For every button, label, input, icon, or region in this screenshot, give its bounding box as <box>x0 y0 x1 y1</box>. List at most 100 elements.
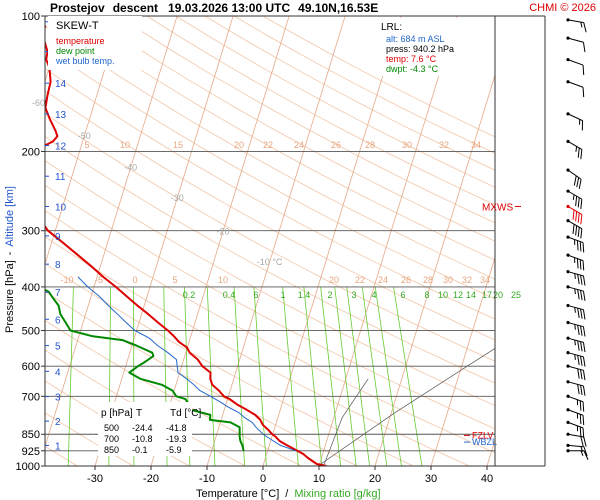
dry-adiabat <box>45 136 495 384</box>
wind-barb <box>566 449 589 460</box>
dry-adiabat <box>117 16 495 224</box>
wind-barb-flag <box>572 209 575 220</box>
dry-adiabat <box>45 349 247 466</box>
wind-barb <box>566 351 586 367</box>
legend-wetbulb: wet bulb temp. <box>55 56 115 66</box>
wind-barb-flag <box>582 415 585 426</box>
altitude-tick-label: 13 <box>55 110 67 121</box>
wind-barb-flag <box>577 340 580 351</box>
pressure-tick-label: 600 <box>22 361 40 373</box>
wind-barb-flag <box>576 177 580 188</box>
isotherm-line <box>45 16 122 266</box>
wind-barb-halfflag <box>574 239 576 245</box>
wind-barb-halfflag <box>580 22 583 28</box>
lrl-alt: alt: 684 m ASL <box>386 34 445 44</box>
adiabat-label: 5 <box>172 275 177 285</box>
altitude-tick-label: 2 <box>55 417 61 428</box>
pressure-tick-label: 200 <box>22 146 40 158</box>
wind-barb-flag <box>583 450 589 460</box>
wind-barb <box>566 189 583 209</box>
mixing-ratio-label: 0.2 <box>183 290 196 300</box>
wind-barb-dot <box>566 420 570 424</box>
wind-barb-flag <box>580 325 583 336</box>
wind-barb <box>566 139 583 160</box>
wind-barb-flag <box>580 436 584 447</box>
values-table-bg <box>98 402 192 456</box>
adiabat-label: 5 <box>84 140 89 150</box>
copyright: CHMI © 2026 <box>529 2 596 14</box>
wind-barb-flag <box>575 196 578 206</box>
header-title: Prostejov descent 19.03.2026 13:00 UTC 49.1… <box>50 1 378 15</box>
altitude-tick-label: 8 <box>55 260 61 271</box>
wind-barb-flag <box>580 355 583 366</box>
dry-adiabat <box>45 263 415 466</box>
mixing-ratio-label: 17 <box>482 290 492 300</box>
y-axis-title: Pressure [hPa]-Altitude [km] <box>4 186 16 333</box>
wind-barb-flag <box>577 227 580 238</box>
altitude-tick-label: 5 <box>55 342 61 353</box>
dry-adiabat <box>146 16 495 206</box>
wind-barb-dot <box>566 408 570 412</box>
isotherm-line <box>318 16 458 466</box>
mixing-ratio-line <box>303 286 323 466</box>
dry-adiabat <box>59 16 495 261</box>
isotherm-label: -40 <box>124 162 137 172</box>
x-axis-title: Temperature [°C] / Mixing ratio [g/kg] <box>196 488 381 500</box>
altitude-tick-label: 10 <box>55 202 67 213</box>
table-cell: -41.8 <box>166 423 187 433</box>
wind-barb <box>566 408 585 426</box>
wind-barb-flag <box>582 290 586 301</box>
wind-barb-flag <box>582 385 586 396</box>
wind-barb <box>566 168 582 190</box>
wind-barb-flag <box>579 241 582 252</box>
wind-barb-flag <box>575 211 578 222</box>
adiabat-label: 15 <box>173 140 183 150</box>
wind-barb-dot <box>566 432 570 436</box>
altitude-tick-label: 4 <box>55 367 61 378</box>
wind-barb-flag <box>580 308 583 319</box>
wind-barb-flag <box>583 436 587 447</box>
wind-barb-dot <box>566 168 570 172</box>
mixing-ratio-label: 6 <box>253 290 258 300</box>
wind-barb-flag <box>581 120 584 131</box>
wind-barb <box>566 303 586 320</box>
wind-barb-flag <box>582 275 586 286</box>
wind-barb-flag <box>573 175 577 186</box>
wind-barb-halfflag <box>574 324 576 330</box>
legend-box <box>48 16 142 70</box>
wind-barb-dot <box>566 336 570 340</box>
isotherm-line <box>150 16 290 466</box>
mixing-ratio-line <box>393 286 423 466</box>
mixing-ratio-label: 1.4 <box>298 290 311 300</box>
legend-title: SKEW-T <box>56 20 99 32</box>
wind-barb-flag <box>580 149 583 160</box>
wind-barb <box>566 420 585 438</box>
wind-barb <box>566 394 585 412</box>
wind-barb-shaft <box>567 81 584 88</box>
wind-barb-flag <box>580 228 583 239</box>
wind-barb-flag <box>577 289 580 300</box>
wind-barb-flag <box>577 147 580 158</box>
mixing-ratio-label: 12 <box>453 290 463 300</box>
x-tick-label: 30 <box>425 473 437 485</box>
wind-barb-flag <box>577 308 580 318</box>
wind-barb-halfflag <box>572 194 575 201</box>
mixing-ratio-label: 0.4 <box>223 290 236 300</box>
dry-adiabat <box>45 160 495 407</box>
wind-barb-flag <box>576 258 579 269</box>
isotherm-labels: -80 °C-70-60-50-40-30-20-10 °C <box>32 98 283 267</box>
dry-adiabat <box>45 90 495 341</box>
isotherm-label: -10 °C <box>257 257 283 267</box>
wind-barb-flag <box>577 274 580 285</box>
wind-barb-halfflag <box>580 450 584 456</box>
wind-barb-flag <box>582 65 585 75</box>
mixing-ratio-label: 2 <box>327 290 332 300</box>
table-cell: 700 <box>104 434 119 444</box>
mixing-ratio-label: 10 <box>438 290 448 300</box>
wind-barb <box>566 443 588 457</box>
wind-barb <box>566 36 586 53</box>
wind-barb-shaft <box>567 59 584 66</box>
adiabat-label: 22 <box>263 140 273 150</box>
